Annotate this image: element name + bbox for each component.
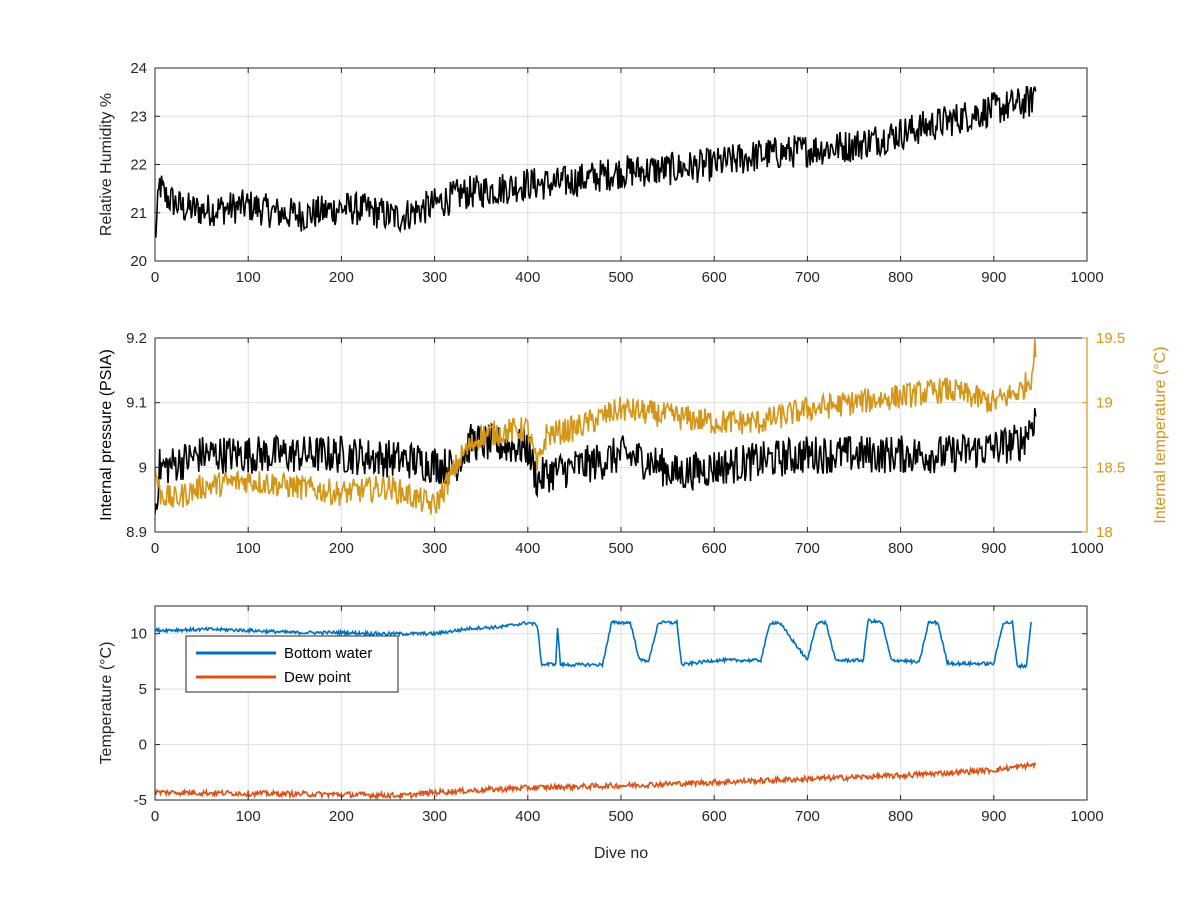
x-tick-label: 300 [422, 269, 447, 286]
y-axis-label-right: Internal temperature (°C) [1152, 346, 1169, 523]
y-tick-label-right: 19.5 [1096, 330, 1125, 347]
y-tick-label: 23 [130, 108, 147, 125]
y-tick-label: 5 [139, 681, 147, 698]
y-tick-label-right: 18 [1096, 524, 1113, 541]
x-tick-label: 200 [329, 808, 354, 825]
x-tick-label: 900 [981, 269, 1006, 286]
y-axis-label: Relative Humidity % [98, 93, 115, 236]
x-axis-label: Dive no [594, 845, 648, 862]
series-line-1 [155, 617, 1032, 670]
panel-3: 0 100 200 300 400 500 600 700 800 900 1000-50510Te… [98, 605, 1104, 862]
x-tick-label: 400 [515, 269, 540, 286]
x-tick-label: 100 [236, 540, 261, 557]
x-tick-label: 400 [515, 540, 540, 557]
y-tick-label: 24 [130, 60, 147, 77]
y-axis-label: Internal pressure (PSIA) [98, 349, 115, 521]
series-line-1 [155, 85, 1037, 238]
panel-1: 0 100 200 300 400 500 600 700 800 900 1000 20 21 22 23… [98, 60, 1104, 286]
y-tick-label-right: 18.5 [1096, 459, 1125, 476]
x-tick-label: 500 [608, 540, 633, 557]
x-tick-label: 600 [702, 540, 727, 557]
legend-label-2: Dew point [284, 669, 352, 686]
x-tick-label: 900 [981, 540, 1006, 557]
x-tick-label: 800 [888, 269, 913, 286]
x-tick-label: 500 [608, 269, 633, 286]
y-axis-label: Temperature (°C) [98, 642, 115, 765]
y-tick-label-right: 19 [1096, 395, 1113, 412]
x-tick-label: 700 [795, 269, 820, 286]
x-tick-label: 800 [888, 540, 913, 557]
y-tick-label: 8.9 [126, 524, 147, 541]
x-tick-label: 100 [236, 269, 261, 286]
x-tick-label: 600 [702, 269, 727, 286]
x-tick-label: 100 [236, 808, 261, 825]
y-tick-label: 9.2 [126, 330, 147, 347]
x-tick-label: 200 [329, 540, 354, 557]
x-tick-label: 0 [151, 808, 159, 825]
x-tick-label: 0 [151, 540, 159, 557]
legend-label-1: Bottom water [284, 645, 372, 662]
legend-box [185, 635, 399, 693]
x-tick-label: 1000 [1070, 269, 1103, 286]
x-tick-label: 600 [702, 808, 727, 825]
x-tick-label: 300 [422, 540, 447, 557]
x-tick-label: 700 [795, 808, 820, 825]
y-tick-label: 21 [130, 205, 147, 222]
x-tick-label: 400 [515, 808, 540, 825]
x-tick-label: 700 [795, 540, 820, 557]
series-line-2 [155, 760, 1037, 800]
x-tick-label: 0 [151, 269, 159, 286]
y-tick-label: 22 [130, 157, 147, 174]
y-tick-label: 10 [130, 626, 147, 643]
x-tick-label: 800 [888, 808, 913, 825]
panel-2: 0 100 200 300 400 500 600 700 800 900 1000 8.9 9 9.1 9… [98, 330, 1169, 557]
x-tick-label: 500 [608, 808, 633, 825]
x-tick-label: 200 [329, 269, 354, 286]
y-tick-label: 9 [139, 459, 147, 476]
y-tick-label: -5 [134, 792, 147, 809]
series-line-2 [155, 339, 1037, 515]
y-tick-label: 20 [130, 253, 147, 270]
legend: Bottom water Dew point [185, 635, 399, 693]
x-tick-label: 300 [422, 808, 447, 825]
x-tick-label: 1000 [1070, 540, 1103, 557]
x-tick-label: 900 [981, 808, 1006, 825]
y-tick-label: 0 [139, 737, 147, 754]
y-tick-label: 9.1 [126, 395, 147, 412]
x-tick-label: 1000 [1070, 808, 1103, 825]
series-line-1 [155, 408, 1037, 515]
